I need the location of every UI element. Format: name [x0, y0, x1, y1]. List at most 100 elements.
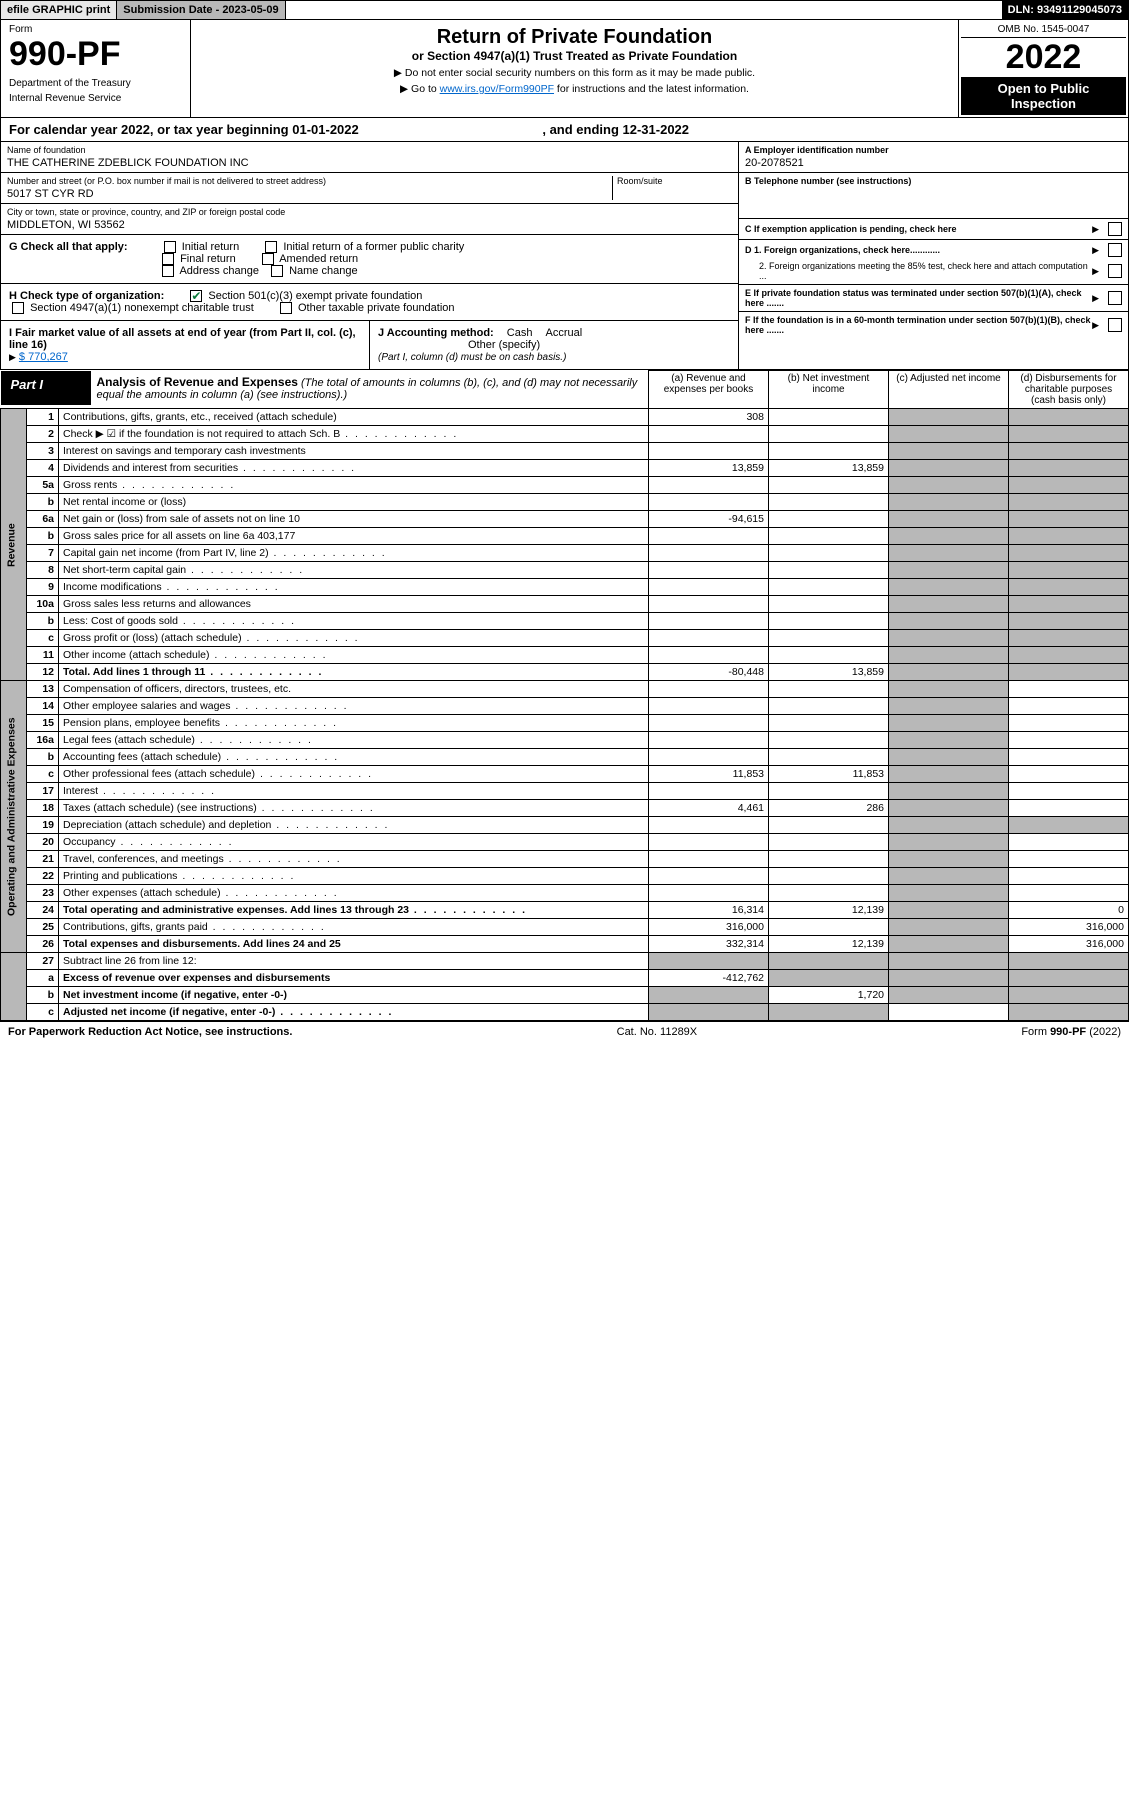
row-desc: Other employee salaries and wages: [59, 698, 649, 715]
open-public: Open to Public Inspection: [961, 77, 1126, 115]
cb-addr-change[interactable]: [162, 265, 174, 277]
cb-d2[interactable]: [1108, 264, 1122, 278]
cb-amended[interactable]: [262, 253, 274, 265]
cell-value: [889, 681, 1009, 698]
cb-initial[interactable]: [164, 241, 176, 253]
cell-value: 13,859: [769, 460, 889, 477]
row-number: 6a: [27, 511, 59, 528]
cell-value: [889, 443, 1009, 460]
cell-value: 13,859: [769, 664, 889, 681]
cb-f[interactable]: [1108, 318, 1122, 332]
cell-value: [649, 477, 769, 494]
cell-value: -412,762: [649, 970, 769, 987]
cell-value: [1009, 1004, 1129, 1021]
cell-value: [649, 596, 769, 613]
irs-link[interactable]: www.irs.gov/Form990PF: [440, 83, 554, 95]
cell-value: [1009, 749, 1129, 766]
side-label: Operating and Administrative Expenses: [1, 681, 27, 953]
efile-label[interactable]: efile GRAPHIC print: [1, 1, 117, 19]
cell-value: [769, 783, 889, 800]
cell-value: 308: [649, 409, 769, 426]
part1-table: Part I Analysis of Revenue and Expenses …: [0, 370, 1129, 1021]
row-desc: Contributions, gifts, grants, etc., rece…: [59, 409, 649, 426]
cell-value: [769, 528, 889, 545]
cell-value: [769, 817, 889, 834]
table-row: 24Total operating and administrative exp…: [1, 902, 1129, 919]
row-desc: Excess of revenue over expenses and disb…: [59, 970, 649, 987]
cell-value: [769, 953, 889, 970]
table-row: 10aGross sales less returns and allowanc…: [1, 596, 1129, 613]
header-bar: efile GRAPHIC print Submission Date - 20…: [0, 0, 1129, 20]
table-row: 20Occupancy: [1, 834, 1129, 851]
cal-pre: For calendar year 2022, or tax year begi…: [9, 122, 292, 137]
cell-value: [889, 970, 1009, 987]
cell-value: [889, 698, 1009, 715]
table-row: bGross sales price for all assets on lin…: [1, 528, 1129, 545]
cell-value: [1009, 698, 1129, 715]
cb-e[interactable]: [1108, 291, 1122, 305]
cell-value: [769, 477, 889, 494]
cell-value: [649, 443, 769, 460]
cell-value: [649, 851, 769, 868]
row-desc: Accounting fees (attach schedule): [59, 749, 649, 766]
row-desc: Adjusted net income (if negative, enter …: [59, 1004, 649, 1021]
i-amount-link[interactable]: $ 770,267: [19, 351, 68, 363]
arrow-icon: [1092, 224, 1102, 235]
cb-c[interactable]: [1108, 222, 1122, 236]
ein-label: A Employer identification number: [745, 145, 1122, 155]
table-row: 16aLegal fees (attach schedule): [1, 732, 1129, 749]
row-desc: Gross sales price for all assets on line…: [59, 528, 649, 545]
cell-value: [769, 834, 889, 851]
cb-final[interactable]: [162, 253, 174, 265]
table-row: 11Other income (attach schedule): [1, 647, 1129, 664]
row-desc: Interest: [59, 783, 649, 800]
cb-initial-former[interactable]: [265, 241, 277, 253]
cb-501c3[interactable]: [190, 290, 202, 302]
row-number: 17: [27, 783, 59, 800]
cell-value: [769, 545, 889, 562]
opt-initial: Initial return: [182, 241, 239, 253]
cell-value: [889, 885, 1009, 902]
cell-value: [649, 1004, 769, 1021]
row-desc: Total expenses and disbursements. Add li…: [59, 936, 649, 953]
table-row: Operating and Administrative Expenses13C…: [1, 681, 1129, 698]
table-row: 26Total expenses and disbursements. Add …: [1, 936, 1129, 953]
cell-value: [769, 715, 889, 732]
cell-value: [1009, 817, 1129, 834]
cell-value: [769, 494, 889, 511]
cell-value: [889, 630, 1009, 647]
row-number: 20: [27, 834, 59, 851]
cb-name-change[interactable]: [271, 265, 283, 277]
cell-value: [769, 596, 889, 613]
cb-d1[interactable]: [1108, 243, 1122, 257]
table-row: 3Interest on savings and temporary cash …: [1, 443, 1129, 460]
table-row: Revenue1Contributions, gifts, grants, et…: [1, 409, 1129, 426]
cell-value: [769, 749, 889, 766]
cb-4947[interactable]: [12, 302, 24, 314]
cell-value: [649, 681, 769, 698]
identity-grid: Name of foundation THE CATHERINE ZDEBLIC…: [0, 142, 1129, 370]
opt-initial-former: Initial return of a former public charit…: [283, 241, 464, 253]
cell-value: [889, 647, 1009, 664]
opt-other-taxable: Other taxable private foundation: [298, 302, 455, 314]
e-label: E If private foundation status was termi…: [745, 288, 1092, 308]
cell-value: [889, 902, 1009, 919]
table-row: 8Net short-term capital gain: [1, 562, 1129, 579]
cell-value: [649, 562, 769, 579]
note-pre: ▶ Go to: [400, 83, 440, 95]
opt-accrual: Accrual: [546, 327, 583, 339]
opt-4947: Section 4947(a)(1) nonexempt charitable …: [30, 302, 254, 314]
cell-value: [649, 698, 769, 715]
cb-other-taxable[interactable]: [280, 302, 292, 314]
row-number: 5a: [27, 477, 59, 494]
cell-value: 316,000: [1009, 936, 1129, 953]
table-row: 6aNet gain or (loss) from sale of assets…: [1, 511, 1129, 528]
cell-value: 286: [769, 800, 889, 817]
cell-value: [649, 579, 769, 596]
arrow-icon: [1092, 245, 1102, 256]
addr-label: Number and street (or P.O. box number if…: [7, 176, 612, 186]
cell-value: 4,461: [649, 800, 769, 817]
row-number: 7: [27, 545, 59, 562]
arrow-icon: [1092, 266, 1102, 277]
row-number: 18: [27, 800, 59, 817]
